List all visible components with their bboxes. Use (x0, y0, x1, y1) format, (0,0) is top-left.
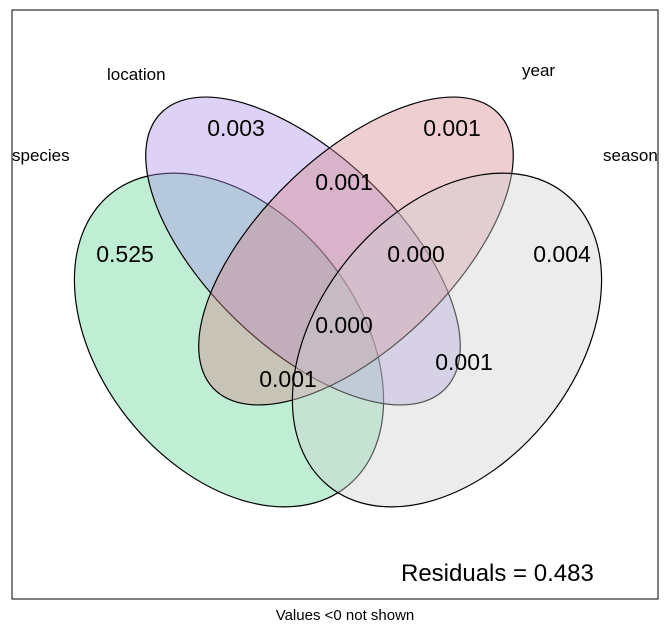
region-value-all-four: 0.000 (315, 312, 373, 338)
region-value-location-only: 0.003 (207, 115, 265, 141)
ellipse-species (73, 172, 385, 508)
ellipse-season (291, 172, 603, 508)
region-value-location-year-season: 0.000 (387, 241, 445, 267)
set-label-species: species (12, 146, 70, 165)
region-value-species-year-season: 0.001 (259, 366, 317, 392)
ellipse-year (198, 96, 514, 406)
residuals-label: Residuals = 0.483 (401, 560, 594, 587)
region-value-year-only: 0.001 (423, 115, 481, 141)
plot-frame (11, 9, 659, 600)
ellipse-location (145, 96, 461, 406)
set-label-location: location (107, 65, 166, 84)
set-label-season: season (603, 146, 658, 165)
region-value-species-location-season: 0.001 (435, 349, 493, 375)
region-value-location-year: 0.001 (315, 169, 373, 195)
region-value-season-only: 0.004 (533, 241, 591, 267)
region-value-species-only: 0.525 (96, 241, 154, 267)
set-label-year: year (522, 61, 555, 80)
footnote: Values <0 not shown (276, 607, 415, 624)
